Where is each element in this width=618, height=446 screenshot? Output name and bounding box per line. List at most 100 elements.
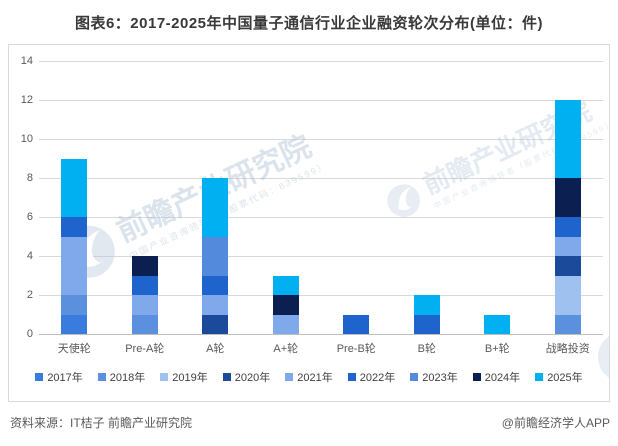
legend-label: 2017年 xyxy=(47,372,83,384)
bar-segment xyxy=(202,295,229,315)
legend-swatch xyxy=(410,373,419,381)
bar-segment xyxy=(202,314,229,334)
gridline xyxy=(39,178,603,179)
y-axis-label: 10 xyxy=(20,133,33,145)
bar-segment xyxy=(272,295,299,315)
legend: 2017年 2018年 2019年 2020年 2021年 2022年 2023年 2024年… xyxy=(15,369,603,385)
category-slot xyxy=(321,45,392,334)
chart-title: 图表6：2017-2025年中国量子通信行业企业融资轮次分布(单位：件) xyxy=(74,15,544,32)
bar-segment xyxy=(202,178,229,237)
bar-segment xyxy=(131,295,158,315)
legend-swatch xyxy=(222,373,231,381)
legend-item: 2019年 xyxy=(160,369,208,385)
bar-segment xyxy=(272,275,299,295)
x-axis-label: Pre-B轮 xyxy=(336,343,376,355)
x-axis-label: A+轮 xyxy=(273,343,299,355)
gridline xyxy=(39,61,603,62)
bar-segment xyxy=(61,217,88,237)
gridline xyxy=(39,217,603,218)
legend-item: 2021年 xyxy=(285,369,333,385)
gridline xyxy=(39,100,603,101)
legend-item: 2022年 xyxy=(347,369,396,385)
plot-area: 前瞻产业研究院 中国产业咨询领导者（股票代码：839599） 前瞻产业研究院 中… xyxy=(8,44,610,402)
bar-segment xyxy=(272,314,299,334)
bar-segment xyxy=(202,275,229,295)
legend-label: 2019年 xyxy=(172,372,208,384)
gridline xyxy=(39,256,603,257)
category-slot xyxy=(462,45,533,334)
legend-swatch xyxy=(535,373,544,381)
x-axis-line xyxy=(39,334,603,335)
category-slot xyxy=(392,45,463,334)
bar-segment xyxy=(61,236,88,295)
bar-segment xyxy=(61,314,88,334)
legend-swatch xyxy=(35,373,44,381)
legend-item: 2017年 xyxy=(35,369,83,385)
legend-swatch xyxy=(97,373,106,381)
bar-segment xyxy=(554,236,581,256)
legend-item: 2025年 xyxy=(535,369,583,385)
x-axis-label: 战略投资 xyxy=(545,343,590,355)
legend-item: 2023年 xyxy=(410,369,458,385)
legend-label: 2022年 xyxy=(359,372,396,384)
gridline xyxy=(39,139,603,140)
y-axis-label: 2 xyxy=(26,289,33,301)
bar-segment xyxy=(61,295,88,315)
legend-label: 2021年 xyxy=(297,372,333,384)
bar-column-战略投资 xyxy=(554,100,581,334)
y-axis-label: 4 xyxy=(26,250,33,262)
y-axis-label: 0 xyxy=(26,328,33,340)
y-axis-label: 8 xyxy=(26,172,33,184)
bar-segment xyxy=(413,295,440,315)
bar-segment xyxy=(131,256,158,276)
bar-segment xyxy=(554,178,581,217)
bar-column-天使轮 xyxy=(61,158,88,334)
source-note: 资料来源：IT桔子 前瞻产业研究院 xyxy=(10,416,192,430)
legend-item: 2020年 xyxy=(222,369,271,385)
category-slot xyxy=(39,45,110,334)
bar-segment xyxy=(413,314,440,334)
bar-segment xyxy=(554,217,581,237)
bar-column-B+轮 xyxy=(484,314,511,334)
legend-label: 2020年 xyxy=(234,372,271,384)
bar-column-A轮 xyxy=(202,178,229,334)
credit-note: @前瞻经济学人APP xyxy=(501,416,610,430)
legend-label: 2023年 xyxy=(422,372,458,384)
bar-segment xyxy=(554,256,581,276)
x-axis-labels: 天使轮 Pre-A轮 A轮 A+轮 Pre-B轮 B轮 B+轮 战略投资 xyxy=(39,340,603,356)
bar-segment xyxy=(131,275,158,295)
category-slot xyxy=(110,45,181,334)
legend-swatch xyxy=(160,373,169,381)
x-axis-label: Pre-A轮 xyxy=(125,343,165,355)
bar-segment xyxy=(554,314,581,334)
bar-column-Pre-A轮 xyxy=(131,256,158,334)
legend-swatch xyxy=(285,373,294,381)
gridline xyxy=(39,295,603,296)
bar-column-Pre-B轮 xyxy=(343,314,370,334)
bar-segment xyxy=(202,236,229,276)
footer: 资料来源：IT桔子 前瞻产业研究院 @前瞻经济学人APP xyxy=(10,414,610,431)
bars-region xyxy=(39,45,603,334)
y-axis-label: 6 xyxy=(26,211,33,223)
x-axis-label: A轮 xyxy=(206,343,225,355)
x-axis-label: B轮 xyxy=(417,343,436,355)
category-slot xyxy=(533,45,604,334)
bar-segment xyxy=(484,314,511,334)
y-axis-label: 12 xyxy=(20,94,33,106)
bar-segment xyxy=(343,314,370,334)
x-axis-label: 天使轮 xyxy=(57,343,91,355)
legend-swatch xyxy=(472,373,481,381)
legend-item: 2018年 xyxy=(97,369,146,385)
legend-label: 2018年 xyxy=(109,372,146,384)
bar-segment xyxy=(554,100,581,178)
y-axis-label: 14 xyxy=(20,55,33,67)
bar-segment xyxy=(61,158,88,217)
legend-label: 2024年 xyxy=(484,372,521,384)
legend-label: 2025年 xyxy=(547,372,583,384)
bar-segment xyxy=(131,314,158,334)
bar-segment xyxy=(554,275,581,315)
category-slot xyxy=(251,45,322,334)
bar-column-A+轮 xyxy=(272,275,299,334)
category-slot xyxy=(180,45,251,334)
